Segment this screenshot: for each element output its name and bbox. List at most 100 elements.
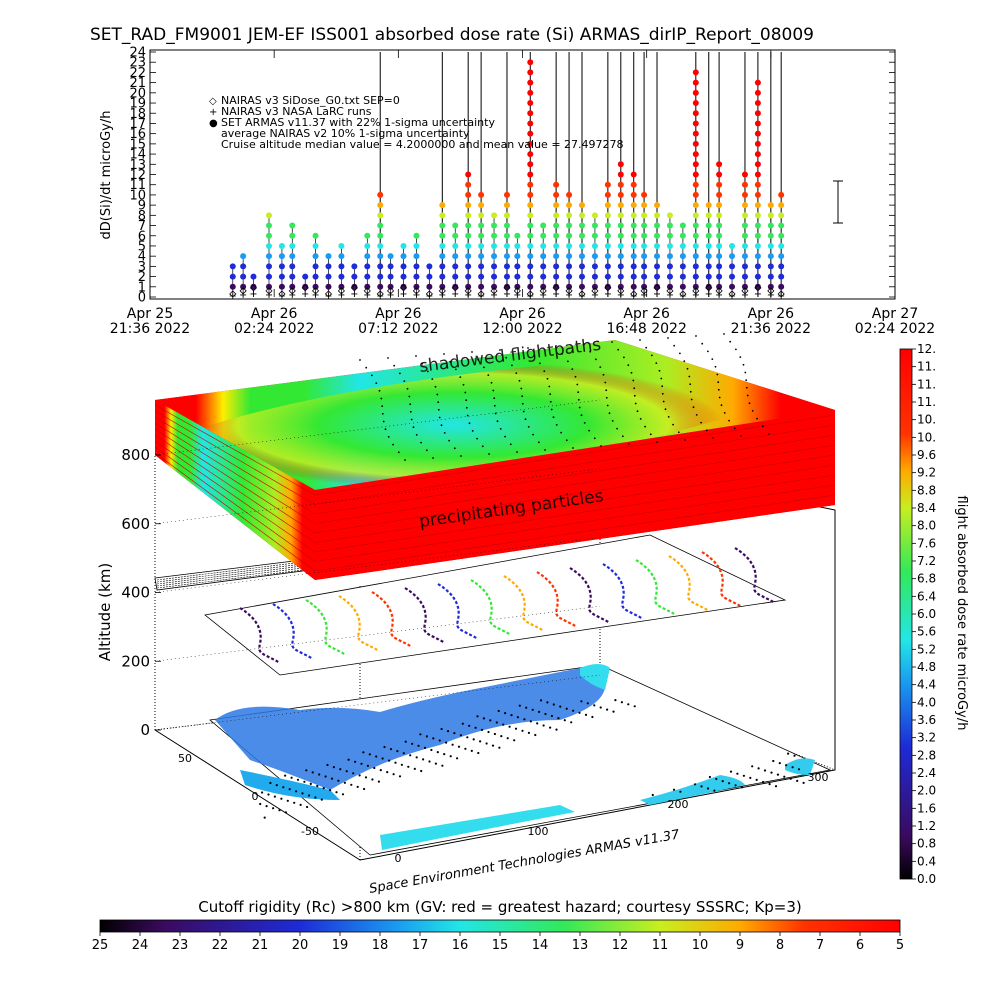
slab-track-dot [600,445,602,447]
slab-track-dot [745,386,748,389]
floor-track-dot [341,793,345,796]
armas-point [566,222,573,229]
floor-track-dot [495,721,498,724]
orbit-track-wave [305,599,347,656]
slab-track-dot [552,416,555,419]
nairas-larc-point [491,291,498,298]
y-tick-label: 2 [138,270,146,285]
altitude-tick-label: 0 [140,721,150,739]
nairas-larc-point [452,290,459,297]
armas-point [604,181,611,188]
slab-track-dot [382,420,385,423]
floor-track-dot [614,699,617,702]
floor-track-dot [400,763,403,766]
slab-track-dot [409,403,412,406]
rigidity-tick-label: 20 [292,938,309,953]
floor-track-dot [504,712,507,715]
y-tick-label: 4 [138,250,146,265]
floor-track-dot [295,790,298,793]
slab-track-dot [686,367,689,370]
armas-point [741,222,748,229]
armas-point [641,253,648,260]
floor-track-dot [502,723,505,726]
slab-track-dot [494,412,497,415]
dose-colorbar-tick-label: 6.0 [917,607,936,621]
slab-track-dot [661,392,664,395]
armas-point [491,212,498,219]
floor-track-dot [445,741,448,744]
armas-point [289,222,296,229]
floor-track-dot [762,780,765,784]
floor-track-dot [523,718,526,721]
armas-point [666,283,673,290]
floor-track-dot [428,760,431,763]
floor-track-dot [379,769,382,772]
floor-track-dot [441,764,444,767]
floor-track-dot [343,781,346,784]
armas-point [666,222,673,229]
armas-point [400,273,407,280]
nairas-larc-point [716,291,723,298]
armas-point [754,100,761,107]
slab-track-dot [393,364,396,367]
floor-track-dot [487,730,490,734]
armas-point [654,263,661,270]
orbit-track-wave [668,555,710,612]
dose-rate-colorbar-fill [899,348,913,880]
rigidity-tick-label: 11 [652,938,669,953]
altitude-3d-panel: shadowed flightpaths precipitating parti… [96,333,836,897]
rigidity-tick-label: 13 [572,938,589,953]
latitude-ticks: -50 0 50 [178,752,319,838]
floor-track-dot [402,752,405,755]
nairas-sep0-point [451,284,459,292]
floor-track-dot [506,737,509,740]
armas-point [465,191,472,198]
slab-track-dot [711,358,714,360]
armas-point [654,202,661,209]
armas-point [716,161,723,168]
armas-point [591,222,598,229]
slab-track-dot [421,362,424,365]
armas-point [229,263,236,270]
nairas-larc-point [240,291,247,298]
floor-track-dot [438,739,441,742]
floor-track-dot [413,767,416,771]
nairas-sep0-point [399,284,408,292]
armas-point [641,232,648,239]
armas-point [289,283,296,290]
floor-track-dot [366,764,369,768]
floor-track-dot [586,702,589,705]
dose-colorbar-tick-label: 0.4 [917,854,936,868]
slab-track-dot [488,453,490,455]
nairas-larc-point [666,291,673,298]
cutoff-rigidity-title: Cutoff rigidity (Rc) >800 km (GV: red = … [198,898,801,916]
slab-track-dot [580,414,583,417]
nairas-larc-point [265,291,272,298]
armas-point [439,253,446,260]
armas-point [400,242,407,249]
slab-track-dot [723,412,726,414]
rigidity-tick-label: 14 [532,938,549,953]
dose-colorbar-tick-label: 8.8 [917,483,936,497]
rigidity-tick-label: 23 [172,938,189,953]
slab-track-dot [499,349,501,351]
slab-track-dot [505,356,508,359]
armas-point [692,140,699,147]
slab-track-dot [667,416,670,418]
slab-track-dot [365,366,368,369]
slab-track-dot [518,379,521,382]
floor-track-dot [326,763,329,767]
nairas-larc-point [767,291,774,298]
armas-point [578,283,585,290]
armas-point [387,263,394,270]
armas-point [377,212,384,219]
latitude-tick-label: -50 [301,825,319,838]
floor-track-dot [776,773,780,776]
armas-point [527,120,534,127]
armas-point [767,222,774,229]
y-tick-label: 8 [138,209,146,224]
dose-colorbar-tick-label: 5.6 [917,625,936,639]
armas-point [604,283,611,290]
slab-track-dot [468,422,471,425]
timeseries-legend: ◇ NAIRAS v3 SiDose_G0.txt SEP=0 + NAIRAS v3… [209,94,624,151]
